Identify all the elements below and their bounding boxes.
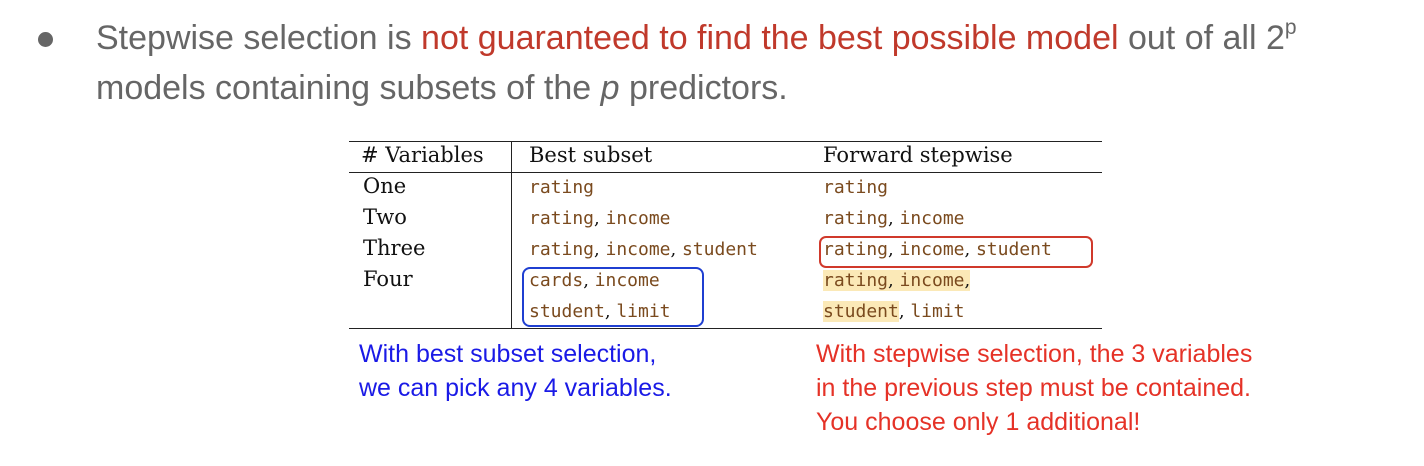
header-best-subset: Best subset xyxy=(529,143,653,167)
best-four-var-2: income xyxy=(594,270,660,291)
best-subset-four-box xyxy=(522,267,704,327)
forward-row-four-line2: student, limit xyxy=(823,301,965,322)
forward-three-var-2: income xyxy=(899,239,965,260)
forward-four-var-2: income xyxy=(899,270,965,291)
best-row-two: rating, income xyxy=(529,208,671,229)
forward-four-var-3: student xyxy=(823,301,899,322)
bullet-line2-before: models containing subsets of the xyxy=(96,69,601,107)
forward-row-two: rating, income xyxy=(823,208,965,229)
annotation-blue-line-1: With best subset selection, xyxy=(359,340,657,368)
forward-row-three: rating, income, student xyxy=(823,239,1052,260)
bullet-line2-italic: p xyxy=(600,69,620,107)
best-one-var-1: rating xyxy=(529,177,595,198)
header-forward-stepwise: Forward stepwise xyxy=(823,143,1013,167)
row-label-one: One xyxy=(363,174,407,198)
forward-one-var-1: rating xyxy=(823,177,889,198)
bullet-line2-after: predictors. xyxy=(619,69,788,107)
best-two-var-1: rating xyxy=(529,208,595,229)
bullet-text-after: out of all 2 xyxy=(1118,19,1285,57)
bullet-dot-icon xyxy=(38,32,53,47)
header-variables: # Variables xyxy=(361,143,484,167)
best-three-var-2: income xyxy=(605,239,671,260)
best-three-var-3: student xyxy=(681,239,758,260)
forward-row-four-line1: rating, income, xyxy=(823,270,971,291)
row-label-three: Three xyxy=(363,236,426,260)
bullet-text: Stepwise selection is not guaranteed to … xyxy=(96,13,1416,113)
best-four-var-1: cards xyxy=(529,270,584,291)
best-four-var-4: limit xyxy=(616,301,671,322)
table-top-rule xyxy=(349,141,1102,142)
forward-three-box xyxy=(819,236,1093,268)
annotation-stepwise: With stepwise selection, the 3 variables… xyxy=(816,337,1252,439)
bullet-superscript: p xyxy=(1284,16,1297,39)
bullet-text-before: Stepwise selection is xyxy=(96,19,422,57)
row-label-two: Two xyxy=(363,205,407,229)
best-row-four-line1: cards, income xyxy=(529,270,660,291)
forward-row-one: rating xyxy=(823,177,888,198)
best-row-four-line2: student, limit xyxy=(529,301,671,322)
bullet-point: Stepwise selection is not guaranteed to … xyxy=(0,0,1424,120)
best-three-var-1: rating xyxy=(529,239,595,260)
annotation-red-line-3: You choose only 1 additional! xyxy=(816,408,1141,436)
forward-four-var-4: limit xyxy=(910,301,965,322)
annotation-blue-line-2: we can pick any 4 variables. xyxy=(359,374,672,402)
forward-three-var-1: rating xyxy=(823,239,889,260)
forward-two-var-2: income xyxy=(899,208,965,229)
best-row-one: rating xyxy=(529,177,594,198)
best-row-three: rating, income, student xyxy=(529,239,758,260)
table-column-divider xyxy=(511,141,512,329)
annotation-red-line-1: With stepwise selection, the 3 variables xyxy=(816,340,1253,368)
bullet-highlight: not guaranteed to find the best possible… xyxy=(421,19,1119,57)
forward-two-var-1: rating xyxy=(823,208,889,229)
row-label-four: Four xyxy=(363,267,413,291)
forward-three-var-3: student xyxy=(975,239,1052,260)
best-two-var-2: income xyxy=(605,208,671,229)
table-bottom-rule xyxy=(349,328,1102,329)
comparison-table: # Variables Best subset Forward stepwise… xyxy=(349,141,1102,331)
table-header-rule xyxy=(349,172,1102,173)
annotation-red-line-2: in the previous step must be contained. xyxy=(816,374,1251,402)
best-four-var-3: student xyxy=(529,301,605,322)
forward-four-var-1: rating xyxy=(823,270,889,291)
annotation-best-subset: With best subset selection, we can pick … xyxy=(359,337,672,405)
